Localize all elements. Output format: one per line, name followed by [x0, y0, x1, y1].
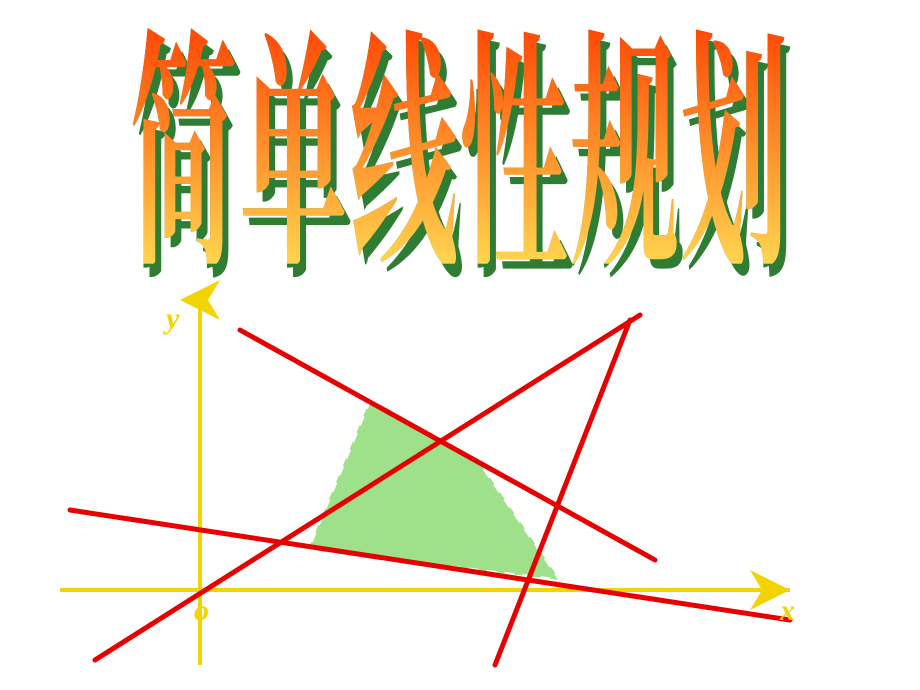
linear-programming-diagram — [0, 0, 920, 690]
y-axis-label: y — [166, 302, 179, 336]
line-steep-2 — [495, 320, 630, 665]
line-steep-1 — [95, 315, 640, 660]
origin-label: o — [194, 594, 209, 628]
slide-canvas: 简单线性规划 简单线性规划 y x o — [0, 0, 920, 690]
x-axis-label: x — [780, 594, 795, 628]
